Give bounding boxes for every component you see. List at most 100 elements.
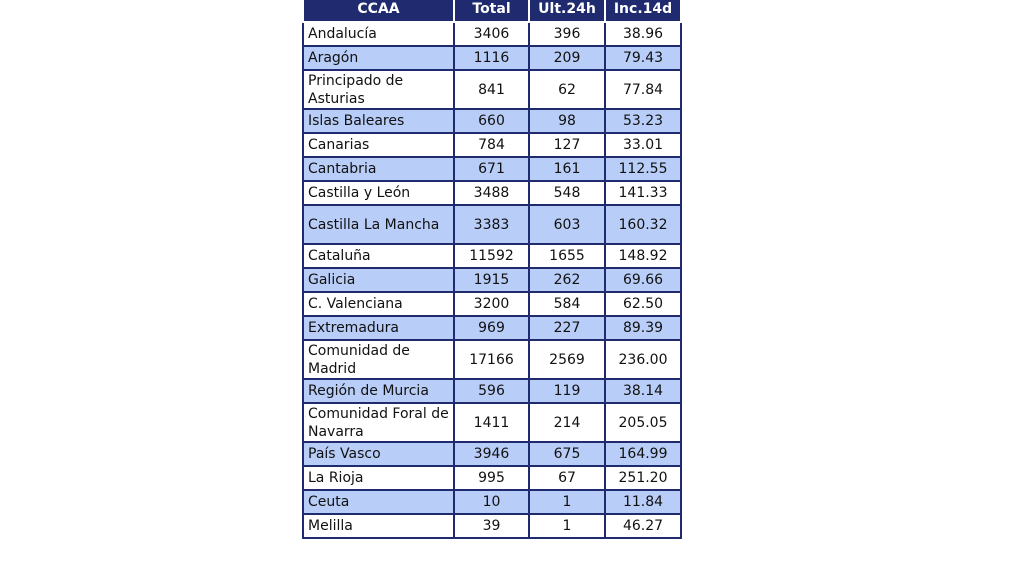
ccaa-cell: Cantabria [302,156,455,182]
table-row: Ceuta 10 1 11.84 [302,489,682,515]
ccaa-cell: Comunidad de Madrid [302,339,455,380]
table-row: Aragón 1116 209 79.43 [302,45,682,71]
ccaa-cell: Cataluña [302,243,455,269]
header-inc-14d: Inc.14d [604,0,682,23]
inc-14d-cell: 160.32 [604,204,682,245]
ccaa-cell: Aragón [302,45,455,71]
inc-14d-cell: 79.43 [604,45,682,71]
ult-24h-cell: 119 [528,378,606,404]
total-cell: 3946 [453,441,530,467]
inc-14d-cell: 205.05 [604,402,682,443]
inc-14d-cell: 11.84 [604,489,682,515]
ccaa-cell: Andalucía [302,21,455,47]
total-cell: 1915 [453,267,530,293]
table-row: Región de Murcia 596 119 38.14 [302,378,682,404]
total-cell: 841 [453,69,530,110]
inc-14d-cell: 236.00 [604,339,682,380]
ccaa-cell: País Vasco [302,441,455,467]
ccaa-cell: C. Valenciana [302,291,455,317]
ult-24h-cell: 675 [528,441,606,467]
ult-24h-cell: 127 [528,132,606,158]
table-row: Castilla La Mancha 3383 603 160.32 [302,204,682,245]
table-row: Islas Baleares 660 98 53.23 [302,108,682,134]
ult-24h-cell: 396 [528,21,606,47]
total-cell: 10 [453,489,530,515]
ult-24h-cell: 603 [528,204,606,245]
ult-24h-cell: 1 [528,513,606,539]
inc-14d-cell: 53.23 [604,108,682,134]
table-row: País Vasco 3946 675 164.99 [302,441,682,467]
table-header-row: CCAA Total Ult.24h Inc.14d [302,0,682,23]
ult-24h-cell: 1655 [528,243,606,269]
table-row: Principado de Asturias 841 62 77.84 [302,69,682,110]
ult-24h-cell: 2569 [528,339,606,380]
ult-24h-cell: 62 [528,69,606,110]
ccaa-cell: La Rioja [302,465,455,491]
ult-24h-cell: 98 [528,108,606,134]
inc-14d-cell: 148.92 [604,243,682,269]
table-row: Cataluña 11592 1655 148.92 [302,243,682,269]
ult-24h-cell: 67 [528,465,606,491]
table-row: C. Valenciana 3200 584 62.50 [302,291,682,317]
inc-14d-cell: 112.55 [604,156,682,182]
table-row: Castilla y León 3488 548 141.33 [302,180,682,206]
total-cell: 596 [453,378,530,404]
ult-24h-cell: 209 [528,45,606,71]
inc-14d-cell: 251.20 [604,465,682,491]
total-cell: 39 [453,513,530,539]
table-row: Cantabria 671 161 112.55 [302,156,682,182]
total-cell: 17166 [453,339,530,380]
table-row: Melilla 39 1 46.27 [302,513,682,539]
total-cell: 784 [453,132,530,158]
total-cell: 11592 [453,243,530,269]
total-cell: 995 [453,465,530,491]
header-ccaa: CCAA [302,0,455,23]
total-cell: 671 [453,156,530,182]
total-cell: 3488 [453,180,530,206]
ccaa-cell: Castilla y León [302,180,455,206]
table-row: Andalucía 3406 396 38.96 [302,21,682,47]
ccaa-cell: Ceuta [302,489,455,515]
ccaa-table: CCAA Total Ult.24h Inc.14d Andalucía 340… [302,0,682,539]
inc-14d-cell: 38.14 [604,378,682,404]
total-cell: 1411 [453,402,530,443]
ult-24h-cell: 584 [528,291,606,317]
inc-14d-cell: 141.33 [604,180,682,206]
inc-14d-cell: 77.84 [604,69,682,110]
total-cell: 3200 [453,291,530,317]
table-row: Comunidad Foral de Navarra 1411 214 205.… [302,402,682,443]
inc-14d-cell: 164.99 [604,441,682,467]
ccaa-cell: Castilla La Mancha [302,204,455,245]
inc-14d-cell: 89.39 [604,315,682,341]
ccaa-cell: Islas Baleares [302,108,455,134]
table-row: Galicia 1915 262 69.66 [302,267,682,293]
ult-24h-cell: 262 [528,267,606,293]
ccaa-cell: Principado de Asturias [302,69,455,110]
inc-14d-cell: 46.27 [604,513,682,539]
ccaa-cell: Comunidad Foral de Navarra [302,402,455,443]
ccaa-cell: Melilla [302,513,455,539]
header-total: Total [453,0,530,23]
ult-24h-cell: 227 [528,315,606,341]
ult-24h-cell: 161 [528,156,606,182]
inc-14d-cell: 62.50 [604,291,682,317]
total-cell: 3406 [453,21,530,47]
ccaa-cell: Región de Murcia [302,378,455,404]
total-cell: 660 [453,108,530,134]
ccaa-cell: Extremadura [302,315,455,341]
table-row: Comunidad de Madrid 17166 2569 236.00 [302,339,682,380]
header-ult-24h: Ult.24h [528,0,606,23]
ult-24h-cell: 1 [528,489,606,515]
ult-24h-cell: 548 [528,180,606,206]
inc-14d-cell: 69.66 [604,267,682,293]
inc-14d-cell: 38.96 [604,21,682,47]
total-cell: 969 [453,315,530,341]
table-row: Canarias 784 127 33.01 [302,132,682,158]
table-row: La Rioja 995 67 251.20 [302,465,682,491]
total-cell: 1116 [453,45,530,71]
ccaa-cell: Galicia [302,267,455,293]
total-cell: 3383 [453,204,530,245]
inc-14d-cell: 33.01 [604,132,682,158]
table-row: Extremadura 969 227 89.39 [302,315,682,341]
